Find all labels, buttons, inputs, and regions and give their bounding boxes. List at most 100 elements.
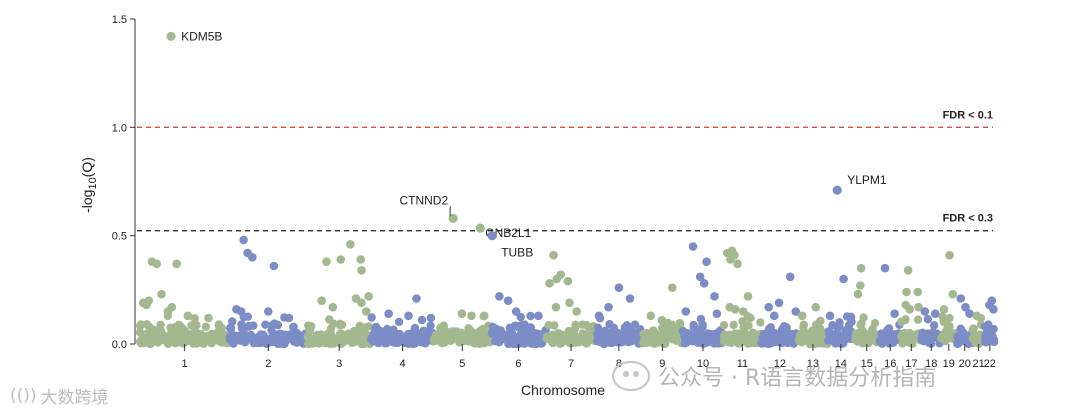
bg-point — [598, 330, 607, 339]
data-point — [774, 298, 784, 308]
bg-point — [697, 337, 706, 346]
bg-point — [924, 336, 933, 345]
data-point — [572, 307, 581, 316]
data-point — [328, 302, 338, 312]
bg-point — [421, 327, 431, 336]
bg-point — [325, 339, 334, 348]
data-point — [551, 302, 561, 312]
data-point — [920, 307, 930, 316]
highlighted-genes: KDM5B YLPM1 CTNND2 GNB2L1 TUBB — [166, 29, 887, 260]
gene-label: GNB2L1 — [485, 226, 531, 240]
data-point — [172, 259, 181, 269]
data-point — [695, 272, 705, 282]
data-point — [142, 300, 151, 310]
bg-point — [800, 334, 809, 343]
bg-point — [214, 320, 224, 329]
bg-point — [382, 338, 391, 348]
bg-point — [721, 336, 731, 345]
bg-point — [956, 324, 965, 333]
bg-point — [833, 334, 843, 344]
data-point — [825, 311, 835, 321]
bg-point — [554, 329, 564, 338]
x-tick-label: 3 — [336, 358, 342, 370]
data-point — [556, 270, 566, 279]
bg-point — [441, 333, 451, 342]
bg-point — [807, 333, 816, 343]
x-tick-label: 16 — [884, 358, 896, 370]
bg-point — [854, 331, 863, 340]
x-tick-label: 14 — [835, 358, 847, 370]
data-point — [956, 294, 966, 303]
x-tick-label: 10 — [697, 358, 709, 370]
data-point — [357, 266, 366, 275]
bg-point — [307, 322, 316, 331]
data-point — [699, 279, 709, 288]
data-point — [939, 305, 949, 314]
data-point — [236, 307, 246, 316]
data-point — [657, 315, 667, 325]
bg-point — [710, 337, 720, 346]
data-point — [746, 313, 755, 323]
bg-point — [956, 330, 965, 340]
data-point — [563, 276, 573, 286]
bg-point — [146, 338, 156, 348]
data-point — [364, 292, 373, 301]
bg-point — [171, 322, 181, 331]
highlight-point — [487, 231, 497, 241]
data-point — [357, 298, 366, 308]
data-point — [688, 242, 698, 251]
bg-point — [578, 331, 587, 340]
bg-point — [773, 331, 783, 340]
bg-point — [828, 321, 837, 330]
bg-point — [696, 314, 706, 324]
bg-point — [719, 320, 729, 330]
data-point — [839, 274, 848, 284]
bg-point — [487, 329, 497, 338]
bg-point — [526, 311, 535, 321]
bg-point — [145, 322, 154, 331]
gene-label: KDM5B — [181, 29, 222, 43]
watermark-left-logo: (()) — [10, 385, 37, 406]
bg-point — [231, 331, 241, 341]
bg-point — [156, 320, 165, 329]
gene-label: CTNND2 — [399, 193, 448, 207]
bg-point — [200, 335, 210, 344]
x-tick-label: 11 — [737, 358, 748, 370]
data-point — [738, 307, 748, 316]
bg-point — [568, 338, 577, 348]
x-tick-label: 5 — [459, 358, 465, 370]
x-tick-label: 9 — [659, 358, 665, 370]
bg-point — [969, 324, 978, 333]
data-point — [384, 309, 393, 318]
bg-point — [317, 331, 327, 341]
data-point — [269, 261, 279, 271]
bg-point — [764, 324, 774, 334]
bg-point — [621, 327, 631, 337]
bg-point — [748, 328, 758, 337]
bg-point — [207, 339, 216, 348]
data-point — [404, 311, 413, 321]
data-point — [336, 255, 346, 264]
data-point — [152, 259, 162, 269]
data-point — [534, 311, 543, 321]
data-point — [625, 294, 635, 303]
bg-point — [336, 339, 346, 348]
data-point — [183, 311, 193, 321]
data-point — [976, 313, 985, 323]
x-tick-label: 2 — [265, 358, 271, 370]
bg-point — [339, 330, 348, 340]
watermark-right: 公众号 · R语言数据分析指南 — [612, 360, 936, 392]
bg-point — [682, 329, 692, 338]
bg-point — [278, 333, 287, 342]
data-point — [479, 311, 489, 321]
data-point — [785, 272, 795, 282]
data-points — [138, 235, 998, 325]
data-point — [913, 287, 923, 297]
bg-point — [335, 319, 345, 329]
bg-point — [192, 321, 201, 330]
bg-point — [835, 321, 844, 331]
data-point — [710, 292, 719, 301]
gene-label: YLPM1 — [847, 173, 887, 187]
